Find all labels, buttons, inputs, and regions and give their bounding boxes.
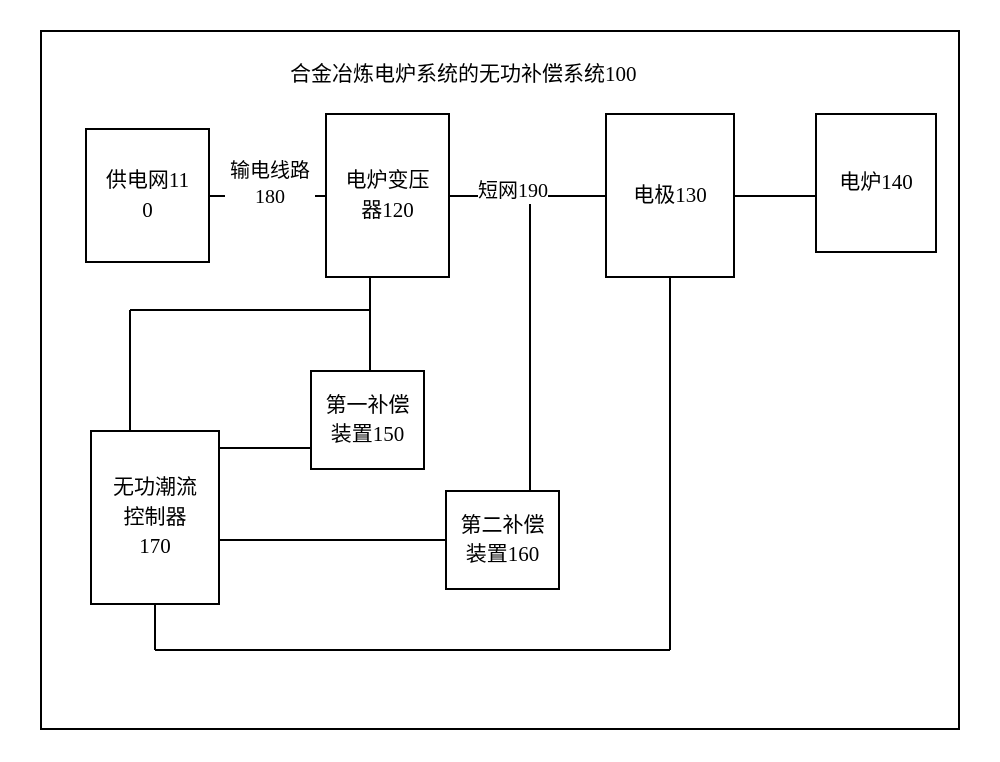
node-grid-label: 供电网110 (106, 166, 189, 225)
diagram-title: 合金冶炼电炉系统的无功补偿系统100 (290, 58, 637, 88)
node-furnace: 电炉140 (815, 113, 937, 253)
edge-label-line180-bot: 180 (255, 186, 285, 208)
node-electrode-label: 电极130 (633, 181, 707, 210)
node-comp1: 第一补偿装置150 (310, 370, 425, 470)
node-comp2-label: 第二补偿装置160 (461, 511, 545, 570)
node-comp2: 第二补偿装置160 (445, 490, 560, 590)
diagram-canvas: 合金冶炼电炉系统的无功补偿系统100 输电线路 180 短网190 供电网110… (0, 0, 1000, 762)
node-transformer-label: 电炉变压器120 (346, 166, 430, 225)
edge-label-line180-top: 输电线路 (230, 160, 310, 182)
node-controller: 无功潮流控制器170 (90, 430, 220, 605)
edge-label-short190: 短网190 (478, 178, 548, 204)
node-electrode: 电极130 (605, 113, 735, 278)
node-comp1-label: 第一补偿装置150 (326, 391, 410, 450)
node-grid: 供电网110 (85, 128, 210, 263)
edge-label-line180: 输电线路 180 (225, 158, 315, 210)
node-furnace-label: 电炉140 (839, 168, 913, 197)
node-controller-label: 无功潮流控制器170 (113, 473, 197, 561)
node-transformer: 电炉变压器120 (325, 113, 450, 278)
